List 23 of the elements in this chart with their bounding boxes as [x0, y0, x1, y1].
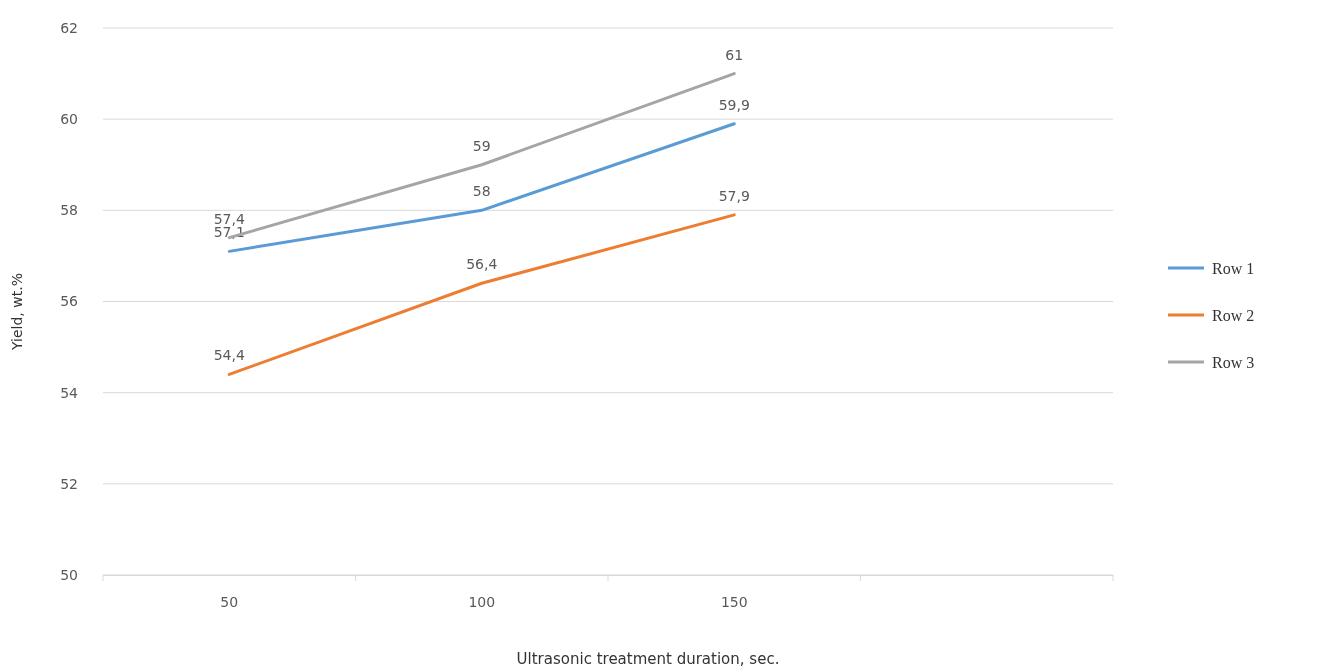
legend-label: Row 1	[1212, 260, 1255, 277]
data-label: 61	[725, 46, 744, 63]
data-label: 59	[472, 137, 491, 154]
x-tick-label: 50	[220, 593, 239, 610]
x-tick-label: 150	[720, 593, 748, 610]
y-axis-title: Yield, wt.%	[9, 273, 25, 351]
legend-label: Row 3	[1212, 354, 1255, 371]
y-tick-label: 60	[60, 111, 78, 128]
data-label: 59,9	[718, 96, 750, 113]
y-tick-label: 62	[60, 19, 78, 36]
y-tick-label: 54	[60, 384, 79, 401]
data-label: 57,4	[213, 210, 245, 227]
y-tick-label: 56	[60, 293, 79, 310]
data-label: 56,4	[466, 256, 498, 273]
data-label: 58	[472, 183, 491, 200]
y-tick-label: 50	[60, 566, 78, 583]
x-axis-title: Ultrasonic treatment duration, sec.	[516, 650, 780, 668]
legend-label: Row 2	[1212, 307, 1255, 324]
y-tick-label: 52	[60, 475, 78, 492]
x-tick-label: 100	[468, 593, 496, 610]
y-tick-label: 58	[60, 202, 78, 219]
data-label: 54,4	[213, 347, 245, 364]
data-label: 57,9	[718, 187, 750, 204]
